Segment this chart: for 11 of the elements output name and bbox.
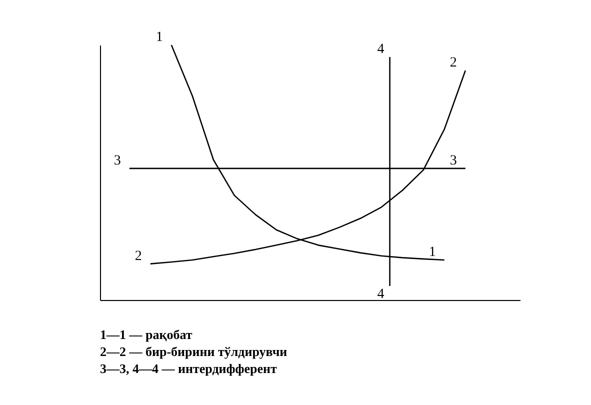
text: 2—2 — бир-бирини тўлдирувчи — [100, 344, 288, 359]
text: 1 — [156, 30, 163, 45]
text: 1—1 — рақобат — [100, 327, 193, 342]
annotation: 4 — [377, 42, 384, 57]
text: 3 — [114, 153, 121, 168]
annotation: 4 — [377, 287, 384, 302]
text: 2 — [134, 248, 142, 264]
series-label: 2 — [450, 56, 457, 70]
series-label: 3 — [450, 153, 457, 168]
series-label: 1 — [428, 244, 436, 260]
text: 3—3, 4—4 — интердифферент — [100, 361, 278, 376]
